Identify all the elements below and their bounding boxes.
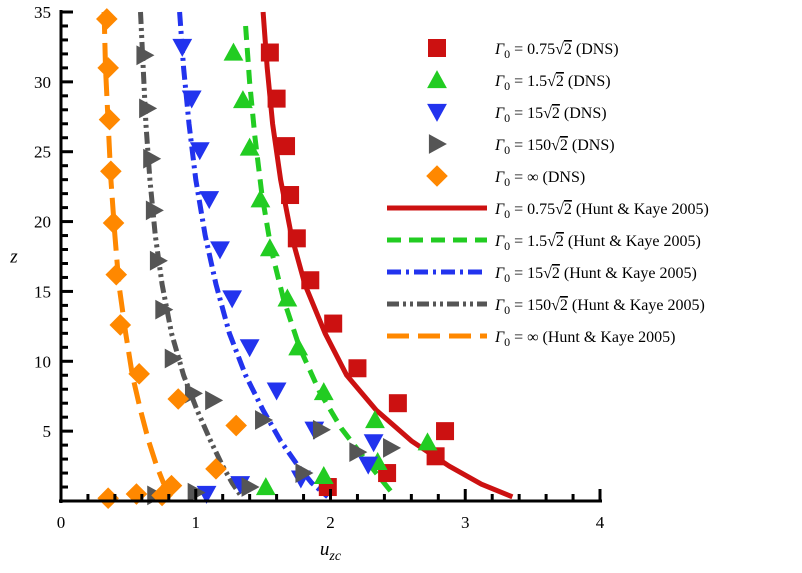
marker-0-dns-8 xyxy=(167,388,190,410)
marker-0-150-2-dns-0 xyxy=(136,45,155,66)
x-tick-label-0: 0 xyxy=(57,513,66,532)
marker-0-1-5-2-dns-11 xyxy=(313,465,334,484)
legend-marker-0-15-2-dns xyxy=(427,103,447,122)
marker-0-150-2-dns-4 xyxy=(149,250,168,271)
x-tick-label-4: 4 xyxy=(596,513,605,532)
marker-0-15-2-dns-3 xyxy=(199,191,220,210)
marker-0-dns-3 xyxy=(100,160,122,183)
marker-0-150-2-dns-5 xyxy=(155,299,174,320)
legend-marker-0-dns xyxy=(426,165,448,187)
marker-0-1-5-2-dns-6 xyxy=(288,337,309,356)
marker-0-150-2-dns-7 xyxy=(184,383,203,404)
marker-0-150-2-dns-9 xyxy=(255,410,274,430)
line-0-0-75-2-hunt-kaye-2005 xyxy=(260,11,514,500)
marker-0-0-75-2-dns-5 xyxy=(301,271,320,290)
marker-0-0-75-2-dns-2 xyxy=(277,137,296,156)
marker-0-150-2-dns-10 xyxy=(312,419,331,440)
axes: 5 10 15 20 25 30 35 0 1 2 3 4 uzc z xyxy=(9,3,604,564)
marker-0-dns-4 xyxy=(102,212,125,234)
y-tick-label-20: 20 xyxy=(34,213,51,232)
series-markers xyxy=(96,8,455,510)
line-0-15-2-hunt-kaye-2005 xyxy=(177,11,330,499)
marker-0-0-75-2-dns-8 xyxy=(388,394,407,413)
line-0-150-2-hunt-kaye-2005 xyxy=(138,11,244,499)
marker-0-1-5-2-dns-9 xyxy=(417,432,438,451)
marker-0-0-75-2-dns-7 xyxy=(348,359,367,378)
marker-0-0-75-2-dns-0 xyxy=(260,43,279,62)
marker-0-dns-6 xyxy=(109,314,132,336)
marker-0-15-2-dns-0 xyxy=(172,38,193,57)
line-0-hunt-kaye-2005 xyxy=(101,11,174,499)
marker-0-dns-10 xyxy=(205,458,227,480)
marker-0-15-2-dns-9 xyxy=(363,434,384,453)
y-tick-label-15: 15 xyxy=(34,282,51,301)
marker-0-15-2-dns-2 xyxy=(189,142,210,161)
marker-0-dns-13 xyxy=(125,483,148,505)
x-tick-label-2: 2 xyxy=(326,513,335,532)
legend: Γ0 = 0.75√2 (DNS) Γ0 = 1.5√2 (DNS) Γ0 = 15… xyxy=(387,39,709,349)
marker-0-0-75-2-dns-9 xyxy=(436,422,455,441)
legend-marker-0-1-5-2-dns xyxy=(427,70,447,89)
marker-0-1-5-2-dns-2 xyxy=(239,137,260,156)
marker-0-dns-1 xyxy=(97,57,119,79)
marker-0-1-5-2-dns-0 xyxy=(223,42,244,61)
marker-0-0-75-2-dns-4 xyxy=(287,229,306,248)
marker-0-150-2-dns-11 xyxy=(349,442,368,462)
marker-0-1-5-2-dns-7 xyxy=(313,382,334,401)
marker-0-150-2-dns-14 xyxy=(241,477,260,497)
legend-label-0-dns: Γ0 = ∞ (DNS) xyxy=(494,169,585,189)
x-tick-label-3: 3 xyxy=(461,513,470,532)
marker-0-15-2-dns-5 xyxy=(222,290,243,309)
y-tick-label-25: 25 xyxy=(34,143,51,162)
marker-0-dns-9 xyxy=(225,414,247,437)
legend-label-0-150-2-dns: Γ0 = 150√2 (DNS) xyxy=(494,137,615,157)
marker-0-150-2-dns-6 xyxy=(164,348,183,369)
legend-label-0-1-5-2-dns: Γ0 = 1.5√2 (DNS) xyxy=(494,73,611,93)
marker-0-150-2-dns-2 xyxy=(143,148,162,169)
y-tick-label-30: 30 xyxy=(34,73,51,92)
marker-0-15-2-dns-7 xyxy=(266,382,287,401)
legend-label-0-15-2-hunt-kaye-2005: Γ0 = 15√2 (Hunt & Kaye 2005) xyxy=(494,265,697,285)
marker-0-1-5-2-dns-12 xyxy=(255,477,276,496)
marker-0-1-5-2-dns-1 xyxy=(233,90,253,109)
marker-0-1-5-2-dns-8 xyxy=(365,410,385,429)
legend-marker-0-0-75-2-dns xyxy=(428,39,446,57)
marker-0-0-75-2-dns-6 xyxy=(324,314,343,333)
marker-0-1-5-2-dns-3 xyxy=(250,189,271,208)
legend-label-0-0-75-2-dns: Γ0 = 0.75√2 (DNS) xyxy=(494,41,619,61)
legend-label-0-150-2-hunt-kaye-2005: Γ0 = 150√2 (Hunt & Kaye 2005) xyxy=(494,297,705,317)
legend-marker-0-150-2-dns xyxy=(428,134,447,154)
marker-0-15-2-dns-10 xyxy=(358,456,379,475)
marker-0-150-2-dns-1 xyxy=(139,98,158,119)
marker-0-15-2-dns-1 xyxy=(181,90,202,109)
legend-label-0-15-2-dns: Γ0 = 15√2 (DNS) xyxy=(494,105,607,125)
x-tick-label-1: 1 xyxy=(192,513,201,532)
marker-0-dns-5 xyxy=(105,263,128,286)
legend-label-0-1-5-2-hunt-kaye-2005: Γ0 = 1.5√2 (Hunt & Kaye 2005) xyxy=(494,233,701,253)
marker-0-150-2-dns-3 xyxy=(145,200,164,221)
marker-0-dns-2 xyxy=(98,108,121,131)
legend-label-0-hunt-kaye-2005: Γ0 = ∞ (Hunt & Kaye 2005) xyxy=(494,329,675,349)
legend-label-0-0-75-2-hunt-kaye-2005: Γ0 = 0.75√2 (Hunt & Kaye 2005) xyxy=(494,201,709,221)
marker-0-0-75-2-dns-3 xyxy=(281,186,300,205)
y-tick-label-35: 35 xyxy=(34,3,51,22)
marker-0-0-75-2-dns-1 xyxy=(267,89,286,108)
marker-0-15-2-dns-4 xyxy=(210,241,230,260)
y-tick-label-10: 10 xyxy=(34,352,51,371)
marker-0-dns-7 xyxy=(128,363,150,385)
marker-0-150-2-dns-12 xyxy=(383,438,402,458)
marker-0-dns-14 xyxy=(97,487,119,510)
x-axis-label: uzc xyxy=(320,539,342,564)
marker-0-1-5-2-dns-5 xyxy=(277,288,298,307)
marker-0-150-2-dns-13 xyxy=(295,463,314,483)
marker-0-1-5-2-dns-4 xyxy=(259,238,280,257)
marker-0-dns-0 xyxy=(96,8,118,30)
y-axis-label: z xyxy=(9,247,18,268)
marker-0-150-2-dns-8 xyxy=(205,390,224,411)
y-tick-label-5: 5 xyxy=(43,422,52,441)
marker-0-15-2-dns-6 xyxy=(239,339,260,358)
marker-0-0-75-2-dns-10 xyxy=(426,447,445,466)
